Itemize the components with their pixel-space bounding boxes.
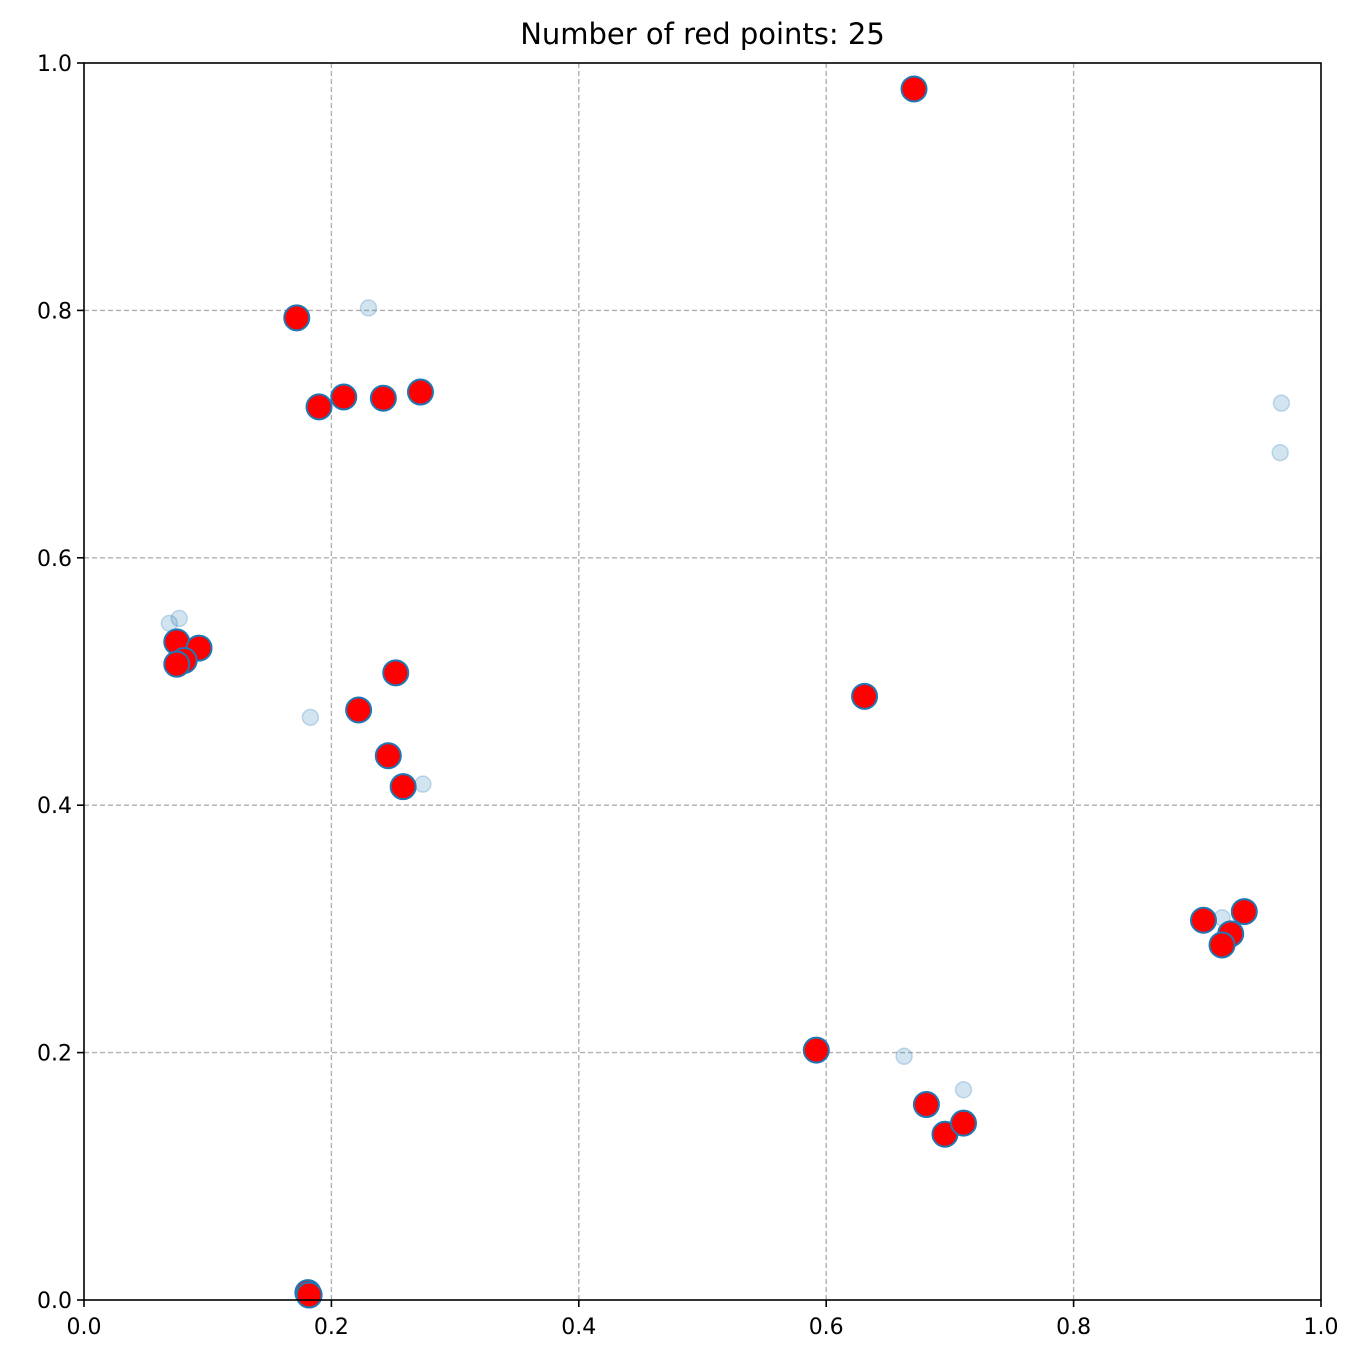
y-tick-label: 1.0 [37,52,72,77]
red-point [345,696,373,724]
x-tick-label: 0.4 [561,1315,596,1340]
x-tick-label: 0.0 [67,1315,102,1340]
red-point [802,1036,830,1064]
red-point [912,1091,940,1119]
y-tick-label: 0.6 [37,547,72,572]
x-tick-label: 0.8 [1056,1315,1091,1340]
red-point [374,742,402,770]
red-point [950,1109,978,1137]
y-tick-label: 0.0 [37,1289,72,1314]
background-point [1271,443,1289,462]
red-point [283,304,311,332]
background-point [414,775,432,793]
background-point [895,1047,913,1066]
background-point [1272,394,1291,412]
ticks-layer: 0.0 0.2 0.4 0.6 0.8 1.0 0.0 0.2 0.4 0.6 0.8 1.0 [37,52,1339,1340]
background-point [301,708,320,727]
y-tick-label: 0.4 [37,794,72,819]
red-point [1208,931,1236,959]
red-point [900,75,928,103]
plot-area-frame [83,62,1322,1301]
y-tick-label: 0.8 [37,299,72,324]
grid-layer [84,63,1321,1300]
red-point [389,773,417,801]
background-point [170,609,188,628]
background-point [359,299,378,317]
background-point [954,1080,973,1099]
red-point [1189,906,1217,934]
x-tick-label: 0.6 [809,1315,844,1340]
red-point [382,659,410,687]
red-point [406,378,434,406]
x-tick-label: 0.2 [314,1315,349,1340]
red-point [295,1281,323,1309]
red-points-layer [163,75,1258,1309]
background-points-layer [160,299,1291,1099]
red-point [330,383,358,411]
red-point [305,393,333,421]
red-point [369,384,397,412]
red-point [1230,898,1258,926]
chart-title: Number of red points: 25 [520,17,885,51]
y-tick-label: 0.2 [37,1042,72,1067]
red-point [851,682,879,710]
x-tick-label: 1.0 [1304,1315,1339,1340]
red-point [163,650,191,678]
